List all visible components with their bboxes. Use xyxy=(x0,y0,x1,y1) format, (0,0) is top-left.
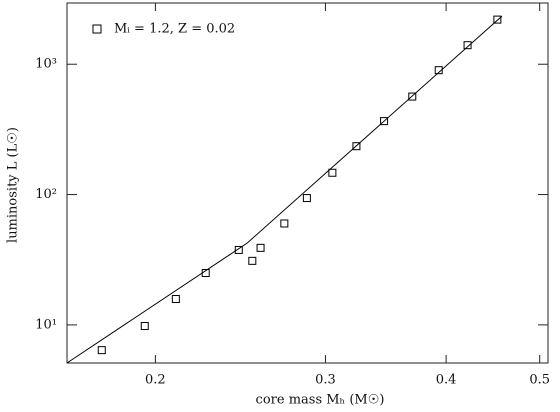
marker xyxy=(248,256,257,265)
marker xyxy=(140,322,149,331)
marker xyxy=(234,245,243,254)
marker xyxy=(280,219,289,228)
y-tick-label: 10³ xyxy=(35,57,57,72)
x-tick-label: 0.2 xyxy=(145,373,166,388)
line xyxy=(66,15,503,364)
marker xyxy=(352,142,361,151)
x-tick-label: 0.4 xyxy=(436,373,457,388)
plot-frame xyxy=(66,2,549,364)
y-axis-label: luminosity L (L☉) xyxy=(6,127,21,243)
marker xyxy=(408,92,417,101)
x-axis-label: core mass Mₕ (M☉) xyxy=(256,393,385,408)
marker xyxy=(97,346,106,355)
legend-marker xyxy=(92,24,102,34)
y-tick-label: 10² xyxy=(35,187,57,202)
marker xyxy=(380,117,389,126)
marker xyxy=(463,41,472,50)
x-tick-label: 0.3 xyxy=(315,373,336,388)
marker xyxy=(493,15,502,24)
x-tick-label: 0.5 xyxy=(529,373,550,388)
marker xyxy=(434,66,443,75)
marker xyxy=(302,194,311,203)
y-tick-label: 10¹ xyxy=(35,317,57,332)
marker xyxy=(256,243,265,252)
marker xyxy=(171,294,180,303)
legend-label: Mᵢ = 1.2, Z = 0.02 xyxy=(114,22,235,37)
marker xyxy=(328,168,337,177)
